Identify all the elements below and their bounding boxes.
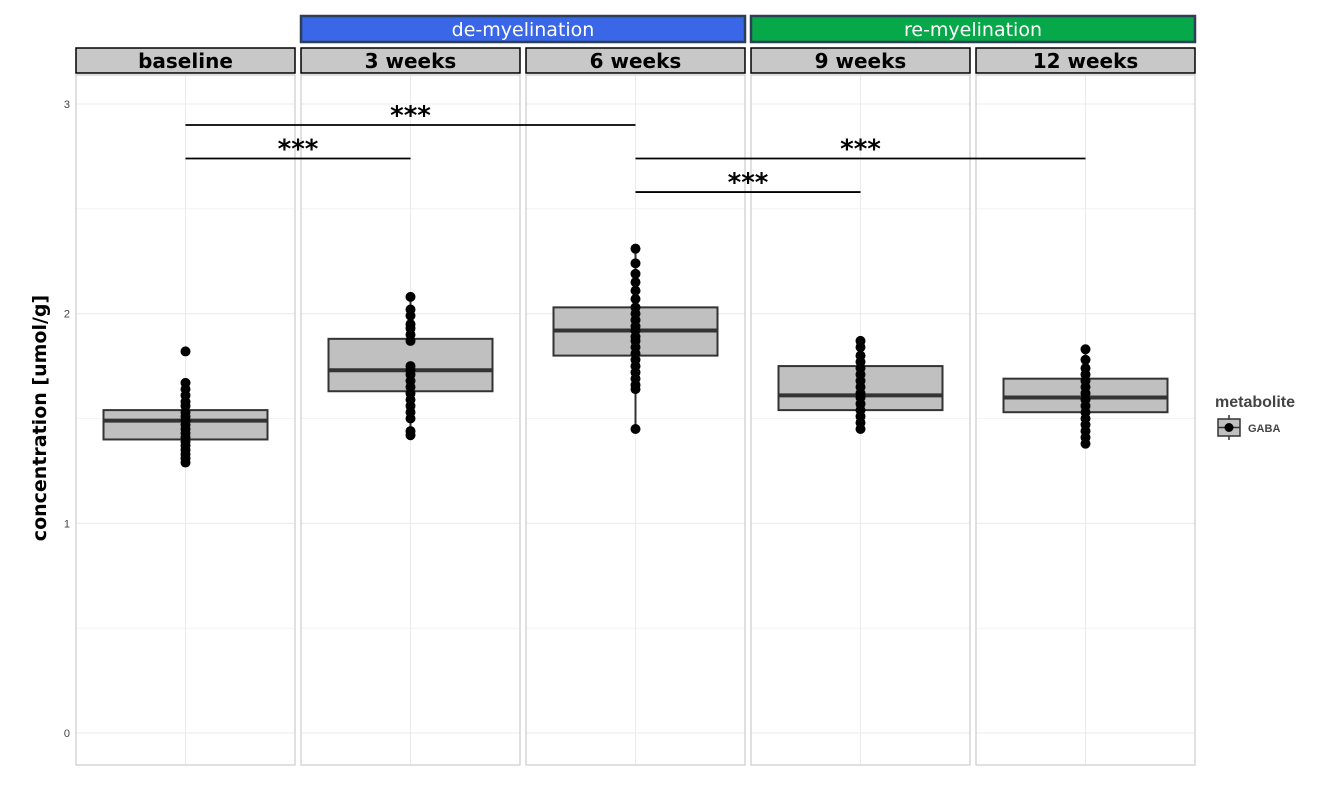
panel-border bbox=[75, 74, 296, 766]
phase-header-box bbox=[749, 14, 1197, 44]
panel-strips: baseline 3 weeks 6 weeks 9 weeks 12 weeks bbox=[75, 47, 1196, 74]
significance-label: *** bbox=[840, 135, 881, 165]
legend-title: metabolite bbox=[1215, 394, 1295, 411]
data-point bbox=[855, 350, 866, 361]
data-point bbox=[405, 319, 416, 330]
panel-border bbox=[750, 74, 971, 766]
data-point bbox=[630, 285, 641, 296]
y-tick-label: 0 bbox=[64, 728, 70, 740]
panel-strip-label: baseline bbox=[138, 49, 233, 73]
legend-key-box bbox=[1217, 415, 1241, 440]
y-tick-label: 2 bbox=[64, 309, 70, 321]
data-point bbox=[630, 277, 641, 288]
data-point bbox=[405, 361, 416, 372]
data-point bbox=[630, 423, 641, 434]
data-point bbox=[630, 302, 641, 313]
phase-header-label: re-myelination bbox=[904, 19, 1042, 41]
panel-strip-label: 12 weeks bbox=[1033, 49, 1139, 73]
panel-border bbox=[975, 74, 1196, 766]
data-point bbox=[405, 304, 416, 315]
significance-label: *** bbox=[278, 135, 319, 165]
phase-header-box bbox=[299, 14, 747, 44]
data-point bbox=[405, 291, 416, 302]
panel-strip-label: 9 weeks bbox=[815, 49, 907, 73]
legend-label: GABA bbox=[1248, 423, 1280, 435]
data-point bbox=[1080, 344, 1091, 355]
panel bbox=[975, 74, 1196, 766]
data-point bbox=[630, 243, 641, 254]
data-point bbox=[630, 268, 641, 279]
significance-label: *** bbox=[390, 101, 431, 131]
panel bbox=[75, 74, 296, 766]
y-axis: concentration [umol/g] 0 1 2 3 bbox=[29, 99, 70, 740]
data-point bbox=[1080, 354, 1091, 365]
panel-strip-box bbox=[975, 47, 1196, 74]
significance-annotations: *** *** *** *** bbox=[185, 101, 1086, 198]
phase-header-label: de-myelination bbox=[452, 19, 595, 41]
panel bbox=[750, 74, 971, 766]
data-point bbox=[1080, 363, 1091, 374]
y-tick-label: 3 bbox=[64, 99, 70, 111]
y-axis-label: concentration [umol/g] bbox=[29, 295, 51, 541]
data-point bbox=[180, 377, 191, 388]
panel-strip-box bbox=[525, 47, 746, 74]
panels bbox=[75, 74, 1196, 766]
panel-strip-box bbox=[750, 47, 971, 74]
data-point bbox=[855, 335, 866, 346]
panel-strip-box bbox=[75, 47, 296, 74]
data-point bbox=[180, 346, 191, 357]
panel-strip-label: 3 weeks bbox=[365, 49, 457, 73]
legend-key-point bbox=[1224, 423, 1234, 432]
data-point bbox=[405, 426, 416, 437]
data-point bbox=[630, 258, 641, 269]
legend: metabolite GABA bbox=[1215, 394, 1295, 440]
data-point bbox=[630, 293, 641, 304]
panel-border bbox=[525, 74, 746, 766]
y-tick-label: 1 bbox=[64, 518, 70, 530]
panel-strip-box bbox=[300, 47, 521, 74]
significance-label: *** bbox=[728, 168, 769, 198]
panel-strip-label: 6 weeks bbox=[590, 49, 682, 73]
panel bbox=[525, 74, 746, 766]
phase-headers: de-myelination re-myelination bbox=[299, 14, 1197, 44]
panel-border bbox=[300, 74, 521, 766]
panel bbox=[300, 74, 521, 766]
